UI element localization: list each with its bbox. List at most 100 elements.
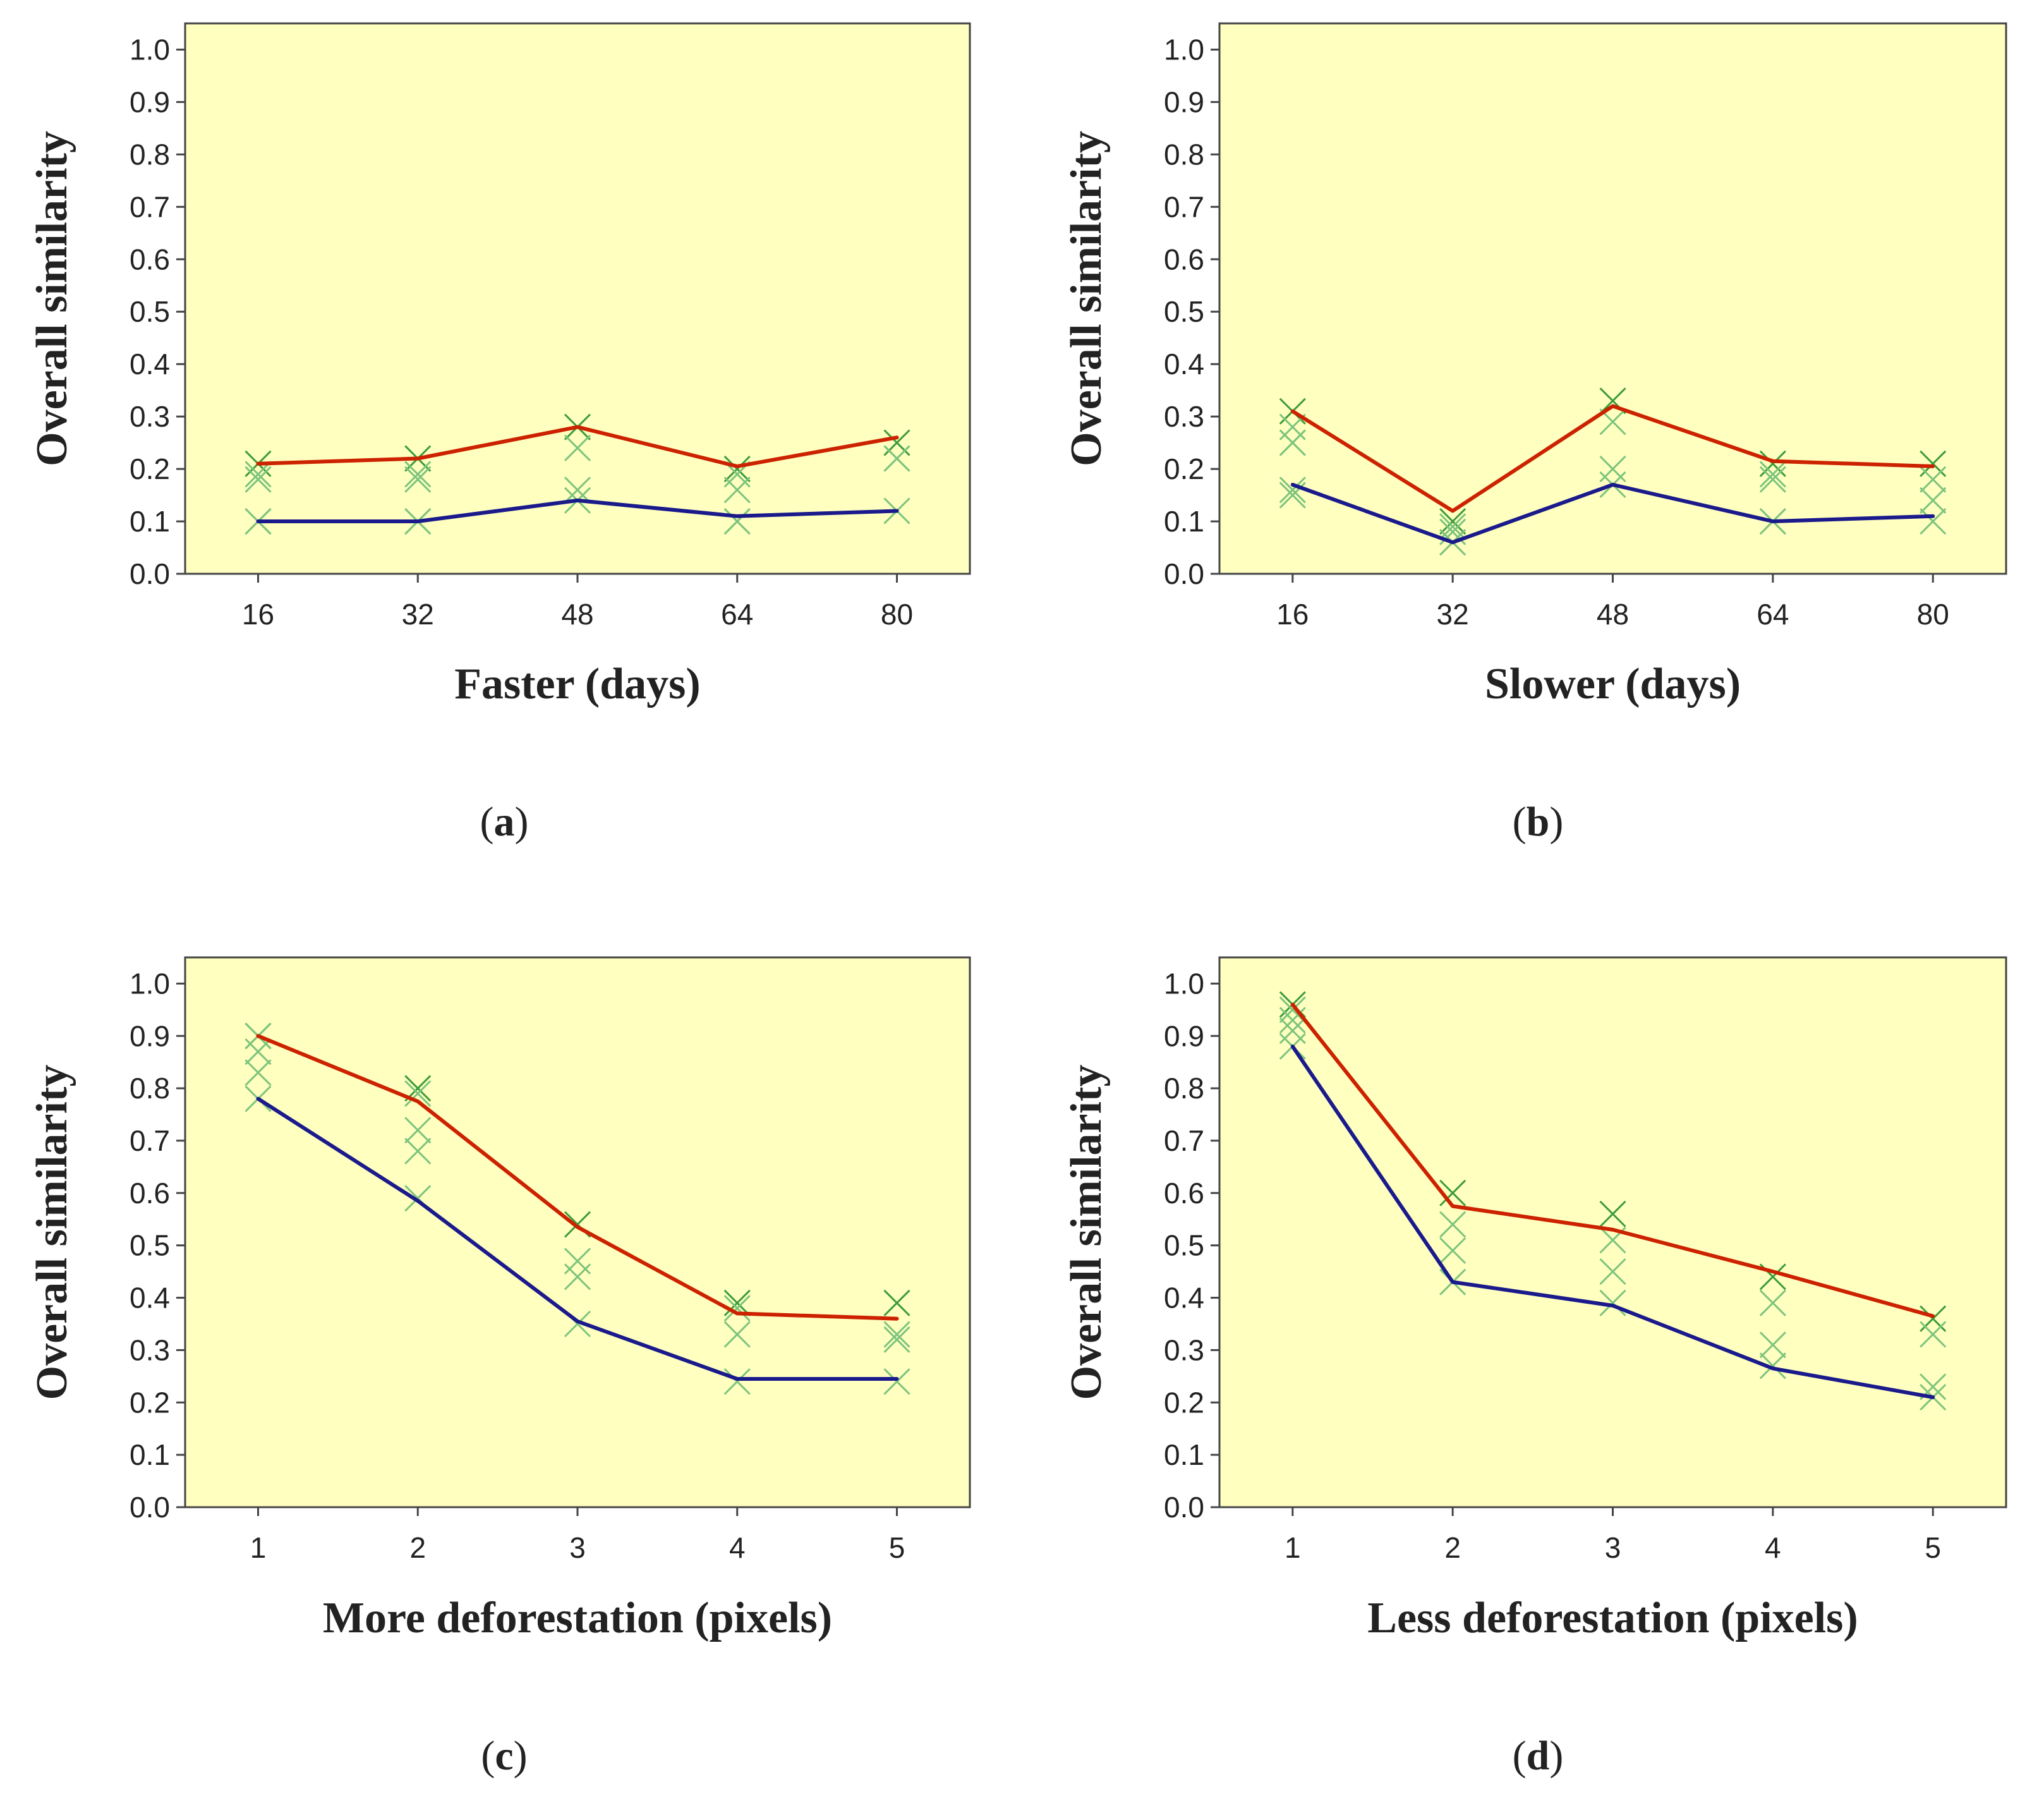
y-tick-label: 0.3 — [130, 1333, 170, 1366]
panel-label-close: ) — [1549, 1733, 1563, 1779]
marker-stroke — [883, 1289, 910, 1316]
data-point-marker — [245, 461, 272, 488]
data-point-marker — [404, 1138, 432, 1165]
data-point-marker — [1759, 466, 1786, 493]
marker-stroke — [564, 1263, 591, 1290]
series-line-lower — [1290, 1044, 1935, 1399]
x-tick-label: 1 — [250, 1531, 267, 1564]
marker-stroke — [883, 1321, 910, 1348]
data-point-marker — [723, 1321, 751, 1348]
y-tick-label: 0.6 — [1164, 243, 1204, 276]
y-tick-label: 0.6 — [130, 243, 170, 276]
marker-stroke — [1759, 1352, 1786, 1380]
marker-stroke — [1599, 408, 1626, 435]
y-tick-label: 0.4 — [130, 348, 170, 380]
y-axis-title: Overall similarity — [28, 131, 76, 466]
marker-stroke — [883, 1368, 910, 1395]
data-point-marker — [1439, 1211, 1467, 1238]
data-point-marker — [1759, 1332, 1786, 1359]
data-point-marker — [883, 445, 910, 472]
panel-label-open: ( — [481, 1733, 495, 1779]
panel-label: (a) — [480, 799, 529, 845]
marker-stroke — [1439, 1179, 1467, 1206]
marker-stroke — [1759, 461, 1786, 488]
marker-stroke — [1279, 476, 1306, 504]
data-point-marker — [723, 476, 751, 504]
y-tick-label: 0.7 — [130, 1124, 170, 1157]
marker-stroke — [245, 1038, 272, 1065]
y-tick-label: 1.0 — [1164, 967, 1204, 1000]
y-tick-label: 0.3 — [130, 400, 170, 433]
data-point-marker — [245, 1059, 272, 1086]
y-tick-label: 0.5 — [1164, 295, 1204, 328]
data-point-marker — [245, 466, 272, 493]
marker-stroke — [564, 476, 591, 504]
data-point-marker — [883, 1321, 910, 1348]
marker-stroke — [1439, 1237, 1467, 1265]
panel-label: (c) — [481, 1733, 527, 1779]
y-tick-label: 0.0 — [1164, 1491, 1204, 1524]
marker-stroke — [883, 445, 910, 472]
x-tick-label: 48 — [1597, 598, 1629, 631]
data-point-marker — [404, 461, 432, 488]
marker-stroke — [723, 1368, 751, 1395]
data-point-marker — [404, 1117, 432, 1144]
y-tick-label: 0.1 — [130, 1438, 170, 1471]
y-tick-label: 0.9 — [130, 1019, 170, 1052]
y-tick-label: 0.1 — [1164, 505, 1204, 538]
data-point-marker — [404, 466, 432, 493]
y-axis-title: Overall similarity — [1062, 1065, 1111, 1400]
y-tick-label: 0.2 — [1164, 452, 1204, 485]
panel-label-letter: a — [494, 799, 515, 845]
x-tick-label: 48 — [561, 598, 593, 631]
y-tick-label: 0.0 — [130, 1491, 170, 1524]
y-tick-label: 0.4 — [1164, 1282, 1204, 1314]
marker-stroke — [723, 1289, 751, 1316]
marker-stroke — [1439, 1211, 1467, 1238]
marker-stroke — [245, 466, 272, 493]
marker-stroke — [883, 1326, 910, 1353]
data-point-marker — [1759, 461, 1786, 488]
series-line-upper — [1290, 404, 1935, 513]
x-tick-label: 80 — [1917, 598, 1949, 631]
panel-label-letter: d — [1527, 1733, 1550, 1779]
marker-stroke — [404, 461, 432, 488]
marker-stroke — [723, 1295, 751, 1322]
plot-area — [1218, 22, 2007, 575]
y-tick-label: 1.0 — [1164, 33, 1204, 66]
marker-stroke — [1759, 1332, 1786, 1359]
y-tick-label: 0.2 — [1164, 1386, 1204, 1419]
y-tick-label: 0.0 — [130, 557, 170, 590]
x-tick-label: 1 — [1285, 1531, 1301, 1564]
data-point-marker — [1920, 487, 1947, 514]
x-axis-title: Slower (days) — [1485, 660, 1741, 708]
plot-area — [184, 22, 971, 575]
y-tick-label: 0.1 — [130, 505, 170, 538]
y-tick-label: 0.4 — [130, 1282, 170, 1314]
chart-panel-b: 0.0 0.1 0.2 0.3 0.4 0.5 0.6 0.7 0.8 0.9 1.0 16 32 48 6… — [1062, 22, 2007, 845]
y-tick-label: 0.9 — [1164, 85, 1204, 118]
data-point-marker — [1759, 1352, 1786, 1380]
x-tick-label: 80 — [881, 598, 913, 631]
data-point-marker — [1279, 476, 1306, 504]
y-tick-label: 0.5 — [1164, 1229, 1204, 1262]
series-line-upper — [1290, 1002, 1935, 1318]
y-tick-label: 0.4 — [1164, 348, 1204, 380]
panel-label-close: ) — [1549, 799, 1563, 845]
series-line-lower — [256, 1096, 899, 1381]
x-tick-label: 32 — [1437, 598, 1469, 631]
panel-label-open: ( — [480, 799, 494, 845]
y-tick-label: 0.7 — [1164, 190, 1204, 223]
marker-stroke — [564, 1211, 591, 1238]
data-point-marker — [723, 1289, 751, 1316]
marker-stroke — [1920, 487, 1947, 514]
y-axis-title: Overall similarity — [28, 1065, 76, 1400]
marker-stroke — [1759, 466, 1786, 493]
marker-stroke — [404, 466, 432, 493]
chart-panel-c: 0.0 0.1 0.2 0.3 0.4 0.5 0.6 0.7 0.8 0.9 1.0 1 2 3 4 5 Ov… — [28, 956, 971, 1779]
panel-label: (b) — [1513, 799, 1564, 845]
y-tick-label: 1.0 — [130, 33, 170, 66]
marker-stroke — [723, 476, 751, 504]
x-tick-label: 64 — [721, 598, 753, 631]
